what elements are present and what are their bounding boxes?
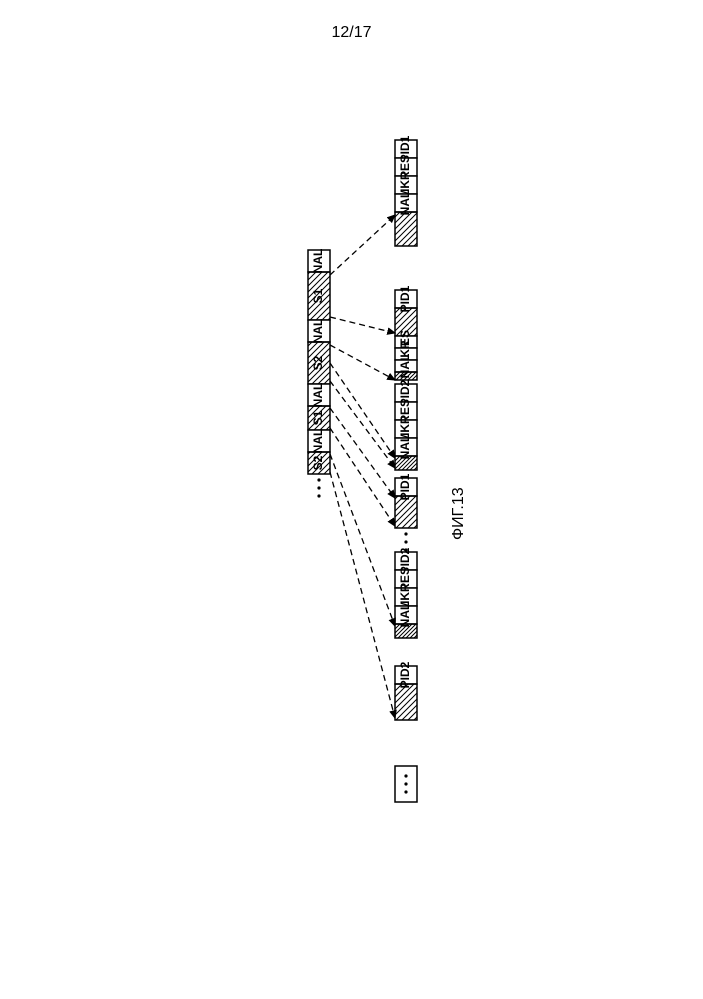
figure-label: ФИГ.13	[450, 487, 468, 540]
svg-text:NAL: NAL	[311, 249, 325, 274]
svg-text:NAL: NAL	[311, 429, 325, 454]
svg-text:S1: S1	[311, 288, 325, 303]
diagram-svg: NALS1NALS2NALS1NALS2PID1PESMKRNALPID1PES…	[0, 0, 703, 999]
svg-text:NAL: NAL	[311, 319, 325, 344]
svg-text:NAL: NAL	[311, 383, 325, 408]
svg-text:S1: S1	[311, 410, 325, 425]
svg-text:S2: S2	[311, 355, 325, 370]
svg-text:S2: S2	[311, 455, 325, 470]
